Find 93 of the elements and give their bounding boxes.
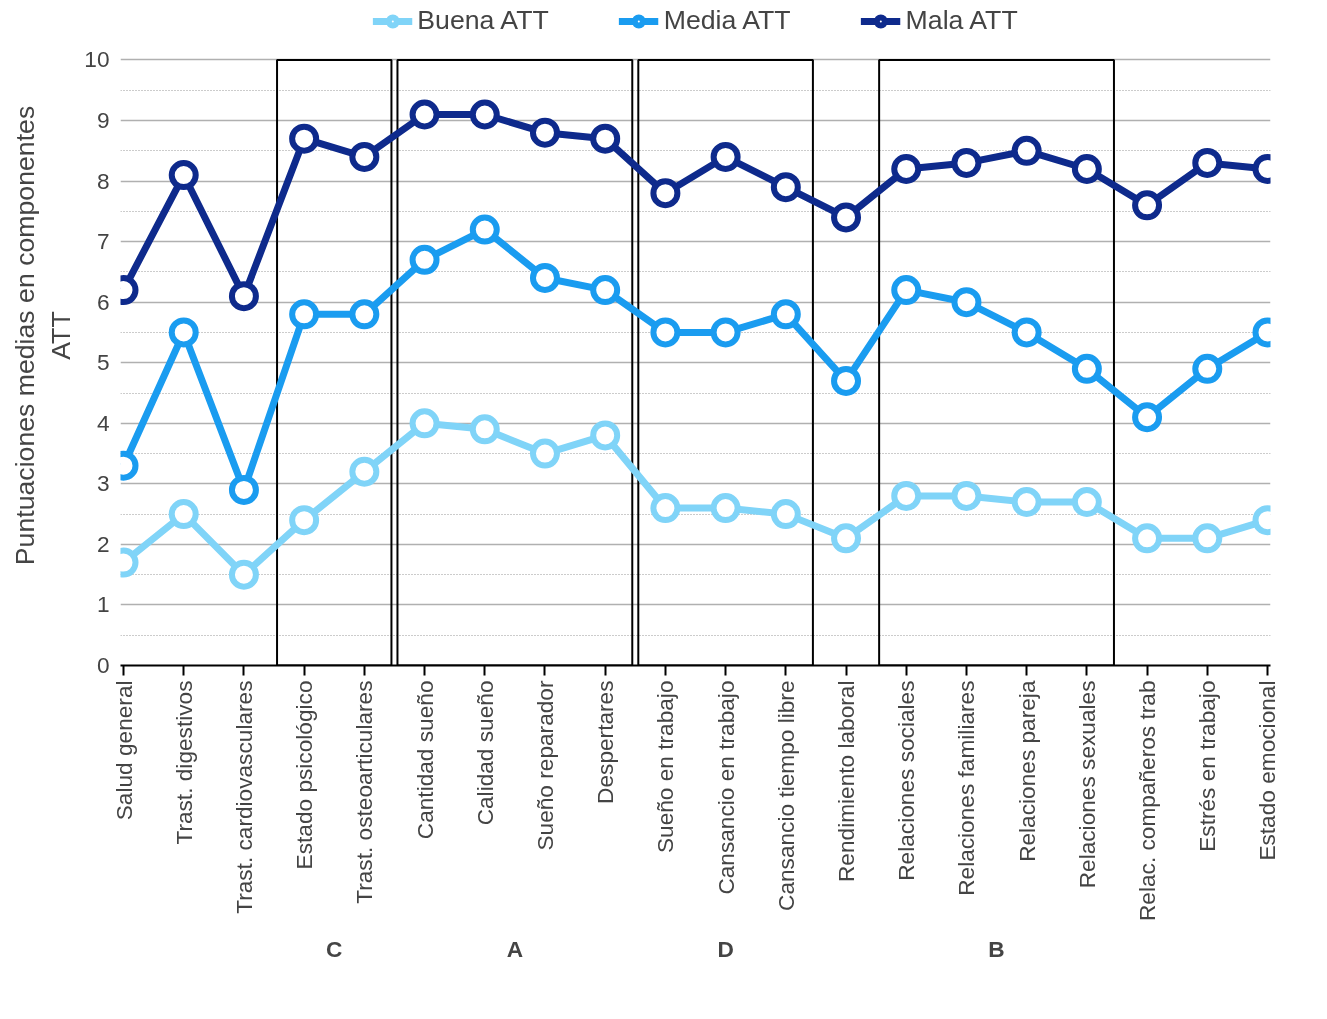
point [590,275,621,306]
x-tick-label: Relaciones pareja [1013,680,1040,862]
point [1011,135,1042,166]
x-tick-label: Relaciones familiares [953,680,980,896]
point [770,299,801,330]
x-tick-label: Relaciones sociales [893,680,920,881]
text: A [506,935,524,962]
point [409,244,440,275]
y-tick-label: 1 [96,591,110,618]
point [891,154,922,184]
point [349,299,380,330]
x-tick-label: Calidad sueño [471,680,498,826]
y-tick-label: 7 [96,228,110,255]
y-tick-label: 2 [96,530,110,557]
point [650,493,681,524]
text: C [326,935,343,962]
legend-label: Mala ATT [905,5,1018,36]
point [289,505,320,536]
point [168,160,199,191]
point [590,420,621,451]
point [1192,523,1223,554]
point [891,480,922,511]
x-tick-label: Despertares [592,680,619,804]
point [1071,154,1102,184]
point [831,523,862,554]
y-tick-label: 3 [96,470,110,497]
point [1192,353,1223,384]
point [1011,487,1042,517]
point [650,178,681,209]
point [951,147,982,178]
y-tick-label: 4 [96,409,110,436]
x-tick-label: Relaciones sexuales [1073,680,1100,889]
y-tick-label: 9 [96,107,110,134]
x-tick-label: Sueño reparador [531,680,558,851]
point [1192,147,1223,178]
point [590,123,621,154]
y-axis-title: Puntuaciones medias en componentes ATT [10,105,77,566]
point [469,414,500,445]
x-tick-label: Rendimiento laboral [833,680,860,883]
text: B [988,935,1005,962]
point [529,117,560,148]
point [349,456,380,487]
point [1071,353,1102,384]
point [529,263,560,293]
point [831,365,862,396]
point [770,499,801,530]
point [710,141,741,172]
point [289,123,320,154]
x-tick-label: Estado emocional [1254,680,1281,861]
y-tick-label: 0 [96,652,110,678]
x-tick-label: Cantidad sueño [411,680,438,840]
text: D [717,935,734,962]
point [1132,190,1163,221]
point [831,202,862,233]
point [650,317,681,348]
y-tick-label: 6 [96,288,110,315]
point [951,287,982,318]
point [168,317,199,348]
x-tick-label: Estado psicológico [291,680,318,870]
x-tick-label: Relac. compañeros trab [1134,680,1161,922]
x-tick-label: Cansancio en trabajo [712,680,739,895]
point [891,275,922,306]
x-tick-label: Trast. digestivos [170,680,197,845]
x-tick-label: Estrés en trabajo [1194,680,1221,852]
point [409,408,440,439]
point [1071,487,1102,517]
y-tick-label: 8 [96,167,110,194]
point [228,474,259,505]
x-tick-label: Sueño en trabajo [652,680,679,854]
x-tick-label: Trast. cardiovasculares [230,680,257,914]
x-tick-label: Salud general [110,680,137,821]
point [951,480,982,511]
point [770,172,801,203]
x-tick-label: Cansancio tiempo libre [772,680,799,911]
point [228,559,259,590]
point [349,141,380,172]
point [168,499,199,530]
point [529,438,560,469]
point [228,281,259,312]
point [1132,402,1163,433]
point [710,493,741,524]
point [469,214,500,245]
point [710,317,741,348]
legend-label: Buena ATT [417,5,549,36]
y-tick-label: 5 [96,349,110,376]
point [289,299,320,330]
point [469,99,500,130]
legend-label: Media ATT [663,5,791,36]
x-tick-label: Trast. osteoarticulares [351,680,378,904]
point [409,99,440,130]
point [1011,317,1042,348]
y-tick-label: 10 [84,46,110,73]
point [1132,523,1163,554]
